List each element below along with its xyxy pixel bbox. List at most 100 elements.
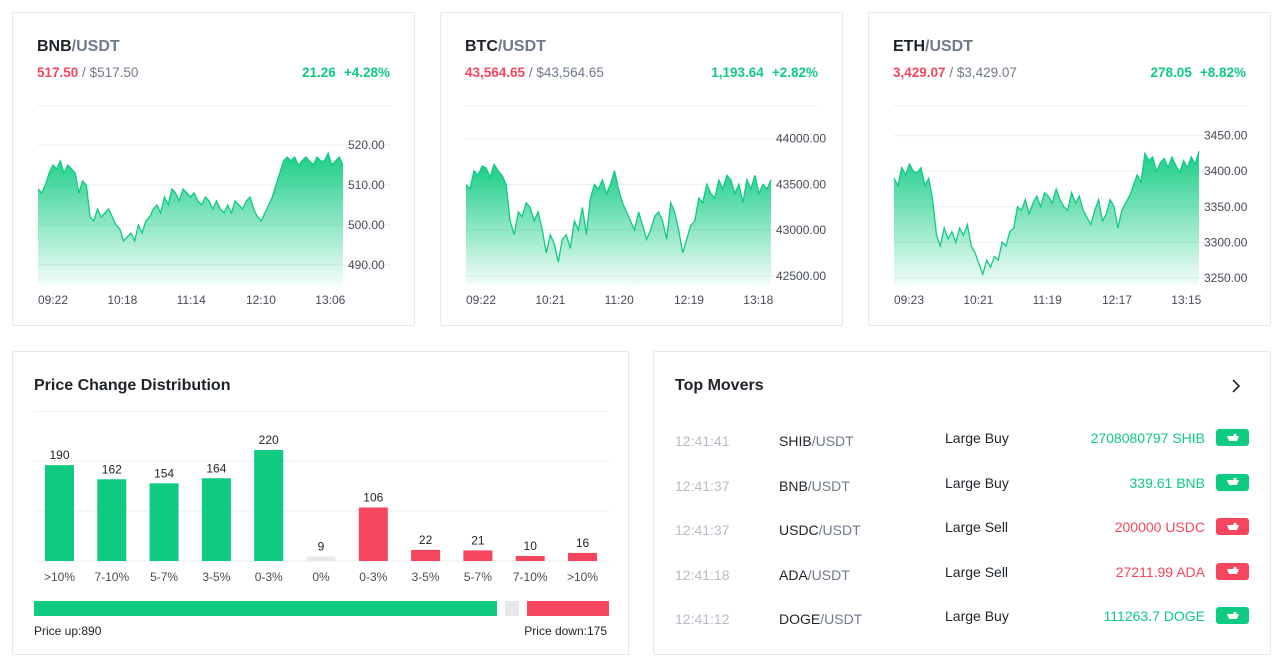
up-down-ratio-bar (34, 601, 609, 616)
mover-type: Large Sell (945, 519, 1009, 536)
x-tick-label: 13:06 (315, 293, 345, 307)
ticker-prices: 43,564.65 / $43,564.65 (465, 65, 604, 80)
y-tick-label: 3300.00 (1204, 235, 1248, 249)
change-percent: +8.82% (1199, 65, 1246, 80)
divider (893, 105, 1246, 106)
ticker-card-eth[interactable]: ETH/USDT 3,429.07 / $3,429.07 278.05 +8.8… (868, 12, 1271, 326)
area-fill (466, 164, 771, 285)
price-line (893, 151, 1200, 277)
sell-badge-icon (1216, 562, 1249, 580)
bar-category-label: >10% (44, 570, 75, 584)
bar-down (411, 549, 441, 561)
x-tick-label: 13:18 (743, 293, 773, 307)
mover-type: Large Buy (945, 474, 1009, 491)
ticker-card-bnb[interactable]: BNB/USDT 517.50 / $517.50 21.26 +4.28% 49… (12, 12, 415, 326)
y-tick-label: 490.00 (348, 258, 385, 272)
bar-category-label: >10% (567, 570, 598, 584)
pair-base: BNB (37, 38, 72, 55)
mover-base: DOGE (779, 611, 821, 628)
mover-quote: /USDT (811, 433, 854, 449)
pair-quote: /USDT (497, 38, 546, 55)
last-price: 3,429.07 (893, 65, 946, 80)
mover-quote: /USDT (818, 522, 861, 539)
bar-category-label: 0-3% (255, 570, 283, 584)
usd-price: $43,564.65 (536, 65, 604, 80)
mover-base: ADA (779, 566, 808, 583)
mover-time: 12:41:41 (675, 433, 730, 449)
top-movers-card: Top Movers 12:41:41 SHIB/USDT Large Buy … (653, 351, 1271, 655)
mover-amount: 2708080797 SHIB (1090, 430, 1205, 446)
area-fill (894, 151, 1199, 285)
bar-category-label: 7-10% (513, 570, 548, 584)
distribution-bar-chart: 190 >10% 162 7-10% 154 5-7% 164 3-5% 220 0-3% 9 0% 1… (34, 433, 609, 584)
x-tick-label: 09:22 (466, 293, 496, 307)
mover-pair: ADA/USDT (779, 567, 850, 583)
divider (465, 105, 818, 106)
price-chart-btc[interactable]: 42500.00 43000.00 43500.00 44000.00 09:22 10:… (441, 113, 844, 325)
mover-amount: 339.61 BNB (1129, 474, 1206, 491)
mover-quote: /USDT (820, 611, 863, 628)
change-amount: 21.26 (302, 65, 336, 80)
usd-price: $517.50 (89, 65, 139, 80)
y-tick-label: 43500.00 (776, 177, 826, 191)
buy-badge-icon (1216, 429, 1249, 446)
x-tick-label: 12:19 (674, 293, 704, 307)
price-chart-eth[interactable]: 3250.00 3300.00 3350.00 3400.00 3450.00 09:23… (869, 113, 1272, 325)
x-tick-label: 11:19 (1033, 293, 1062, 307)
mover-type: Large Sell (945, 563, 1009, 580)
x-tick-label: 09:23 (894, 293, 924, 307)
ticker-change: 278.05 +8.82% (1151, 65, 1246, 80)
bar-down (568, 552, 597, 561)
y-tick-label: 44000.00 (776, 132, 826, 146)
mover-type: Large Buy (945, 608, 1009, 625)
price-chart-bnb[interactable]: 490.00 500.00 510.00 520.00 09:22 10:18 11:14 1… (13, 113, 416, 325)
mover-amount: 27211.99 ADA (1115, 563, 1205, 580)
pair-quote: /USDT (925, 38, 973, 55)
bar-category-label: 5-7% (150, 570, 178, 584)
ticker-change: 21.26 +4.28% (302, 65, 390, 80)
mover-row[interactable]: 12:41:37 USDC/USDT Large Sell 200000 USD… (675, 508, 1249, 553)
section-title: Top Movers (675, 377, 764, 394)
bar-category-label: 7-10% (94, 570, 129, 584)
bar-category-label: 3-5% (202, 570, 230, 584)
change-amount: 1,193.64 (711, 65, 764, 80)
ticker-card-btc[interactable]: BTC/USDT 43,564.65 / $43,564.65 1,193.64… (440, 12, 843, 326)
y-tick-label: 43000.00 (776, 223, 826, 237)
pair-base: ETH (893, 38, 925, 55)
mover-row[interactable]: 12:41:12 DOGE/USDT Large Buy 111263.7 DO… (675, 597, 1249, 642)
mover-base: SHIB (779, 433, 812, 449)
sell-badge-icon (1216, 518, 1249, 536)
pair-name: BTC/USDT (465, 38, 546, 56)
price-up-label: Price up:890 (34, 624, 102, 638)
x-tick-label: 12:10 (246, 293, 276, 307)
mover-row[interactable]: 12:41:37 BNB/USDT Large Buy 339.61 BNB (675, 464, 1249, 509)
ratio-up-segment (34, 601, 498, 616)
ratio-flat-segment (505, 601, 520, 616)
bar-value-label: 10 (524, 539, 538, 553)
bar-up (149, 483, 179, 561)
change-percent: +2.82% (771, 65, 818, 80)
mover-amount: 200000 USDC (1114, 519, 1205, 536)
bar-value-label: 190 (49, 448, 69, 462)
y-tick-label: 3450.00 (1204, 129, 1248, 143)
mover-pair: SHIB/USDT (779, 433, 854, 449)
bar-value-label: 106 (363, 491, 383, 505)
bar-down (358, 507, 388, 561)
ticker-prices: 517.50 / $517.50 (37, 65, 139, 80)
x-tick-label: 10:18 (107, 293, 137, 307)
bar-down (515, 555, 545, 561)
y-tick-label: 3400.00 (1204, 164, 1248, 178)
pair-name: BNB/USDT (37, 38, 120, 56)
y-tick-label: 520.00 (348, 138, 385, 152)
mover-row[interactable]: 12:41:41 SHIB/USDT Large Buy 2708080797 … (675, 419, 1249, 464)
mover-row[interactable]: 12:41:18 ADA/USDT Large Sell 27211.99 AD… (675, 553, 1249, 598)
pair-base: BTC (465, 38, 498, 55)
movers-list: 12:41:41 SHIB/USDT Large Buy 2708080797 … (675, 419, 1249, 642)
mover-pair: BNB/USDT (779, 478, 850, 494)
bar-flat (306, 556, 336, 561)
y-tick-label: 500.00 (348, 218, 385, 232)
bar-category-label: 3-5% (412, 570, 440, 584)
chevron-right-icon[interactable] (1226, 376, 1246, 396)
x-tick-label: 12:17 (1102, 293, 1132, 307)
bar-up (201, 478, 231, 561)
